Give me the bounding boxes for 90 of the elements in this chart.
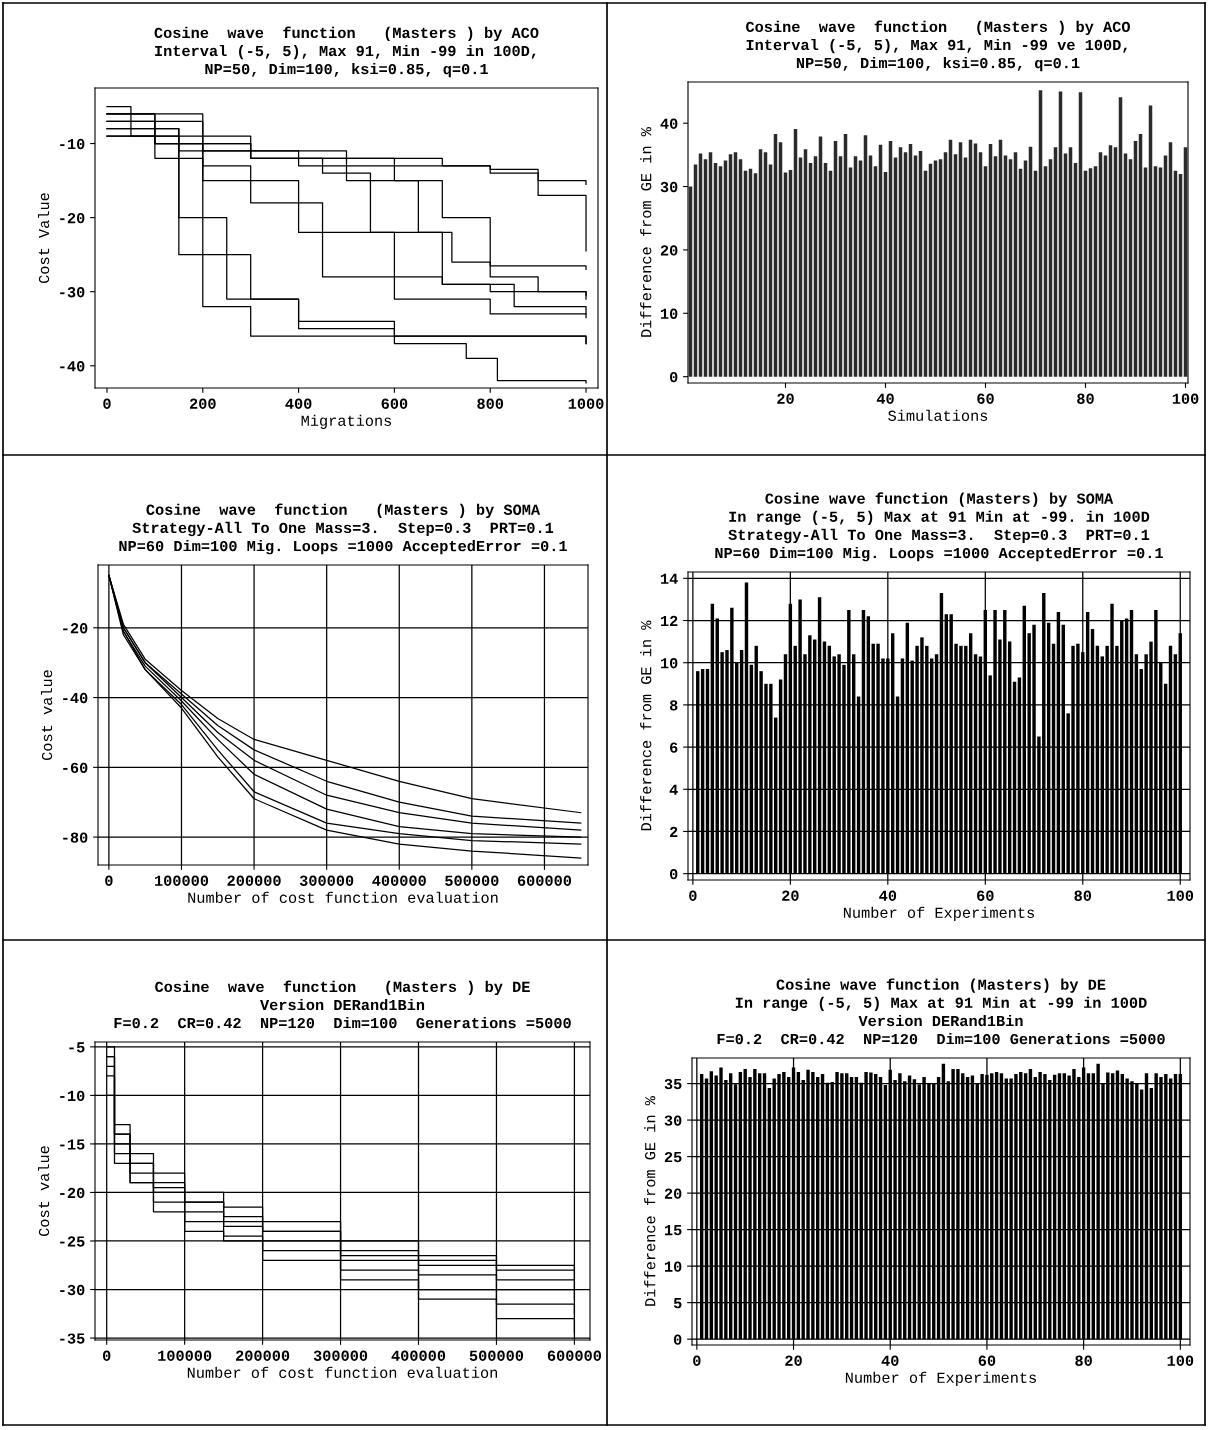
y-tick-label: 30 <box>664 1115 682 1126</box>
x-tick-label: 60 <box>978 1355 996 1366</box>
x-tick-label: 100000 <box>158 1350 212 1361</box>
x-tick-label: 100 <box>1167 890 1194 901</box>
x-tick-label: 40 <box>881 1355 899 1366</box>
y-axis-title: Difference from GE in % <box>640 620 652 831</box>
x-tick-label: 1000 <box>568 398 604 409</box>
y-tick-label: 35 <box>664 1078 682 1090</box>
y-tick-label: 12 <box>660 615 678 627</box>
x-tick-label: 0 <box>102 1350 111 1361</box>
y-tick-label: -40 <box>63 692 88 704</box>
y-tick-label: -15 <box>60 1139 85 1150</box>
x-tick-label: 600 <box>381 398 408 409</box>
x-axis-title: Simulations <box>888 409 988 421</box>
y-tick-label: 15 <box>664 1225 682 1236</box>
x-tick-label: 500000 <box>445 875 499 886</box>
x-tick-label: 300000 <box>299 875 354 886</box>
y-axis-title: Difference from GE in % <box>644 1096 656 1306</box>
y-tick-label: -5 <box>69 1042 85 1053</box>
y-axis-title: Difference from GE in % <box>640 127 652 337</box>
y-tick-label: 4 <box>669 784 678 795</box>
y-tick-label: -25 <box>60 1236 85 1247</box>
x-tick-label: 20 <box>782 890 799 901</box>
y-tick-label: -20 <box>60 1187 85 1199</box>
y-tick-label: -60 <box>63 762 88 774</box>
chart-title: Cosine wave function (Masters ) by SOMA Strategy-All To One Mass=3. Step=0.3 PRT=0.1 NP=60 Dim=100 Mig. Loops =1000 AcceptedError =0.1 <box>119 503 567 555</box>
y-tick-label: -80 <box>63 832 88 843</box>
y-tick-label: 0 <box>669 371 678 383</box>
x-tick-label: 200000 <box>236 1350 290 1361</box>
x-tick-label: 80 <box>1075 1355 1092 1366</box>
y-tick-label: -35 <box>60 1333 85 1344</box>
x-tick-label: 20 <box>777 393 794 404</box>
x-tick-label: 100 <box>1167 1355 1194 1366</box>
x-tick-label: 20 <box>785 1355 802 1366</box>
y-tick-label: 10 <box>660 308 678 319</box>
chart-title: Cosine wave function (Masters) by DE In range (-5, 5) Max at 91 Min at -99 in 100D Version DERand1Bin F=0.2 CR=0.42 NP=120 Dim=100 Generations =5000 <box>717 978 1165 1045</box>
x-tick-label: 200 <box>189 398 216 409</box>
y-axis-title: Cost value <box>40 670 53 760</box>
x-tick-label: 800 <box>477 398 504 409</box>
x-tick-label: 600000 <box>517 875 572 886</box>
y-tick-label: 20 <box>660 245 678 256</box>
y-tick-label: -10 <box>60 138 85 150</box>
x-tick-label: 0 <box>693 1355 701 1366</box>
x-tick-label: 200000 <box>227 875 281 886</box>
y-axis-title: Cost Value <box>37 193 50 283</box>
y-tick-label: 10 <box>660 658 678 669</box>
x-tick-label: 100 <box>1172 393 1199 404</box>
y-tick-label: 40 <box>660 118 678 129</box>
y-tick-label: 14 <box>660 573 678 584</box>
y-tick-label: -20 <box>60 212 85 224</box>
x-axis-title: Number of cost function evaluation <box>187 1366 497 1378</box>
x-tick-label: 500000 <box>469 1350 524 1361</box>
x-tick-label: 60 <box>977 890 994 901</box>
x-tick-label: 400000 <box>372 875 426 886</box>
x-tick-label: 60 <box>977 393 994 404</box>
chart-title: Cosine wave function (Masters ) by DE Version DERand1Bin F=0.2 CR=0.42 NP=120 Dim=100 Generations =5000 <box>114 980 571 1029</box>
y-tick-label: -30 <box>60 287 85 298</box>
y-tick-label: 30 <box>660 181 678 193</box>
x-tick-label: 0 <box>689 890 697 901</box>
y-tick-label: -20 <box>63 623 88 634</box>
y-tick-label: -40 <box>60 361 85 372</box>
y-tick-label: 6 <box>670 742 678 753</box>
chart-title: Cosine wave function (Masters) by SOMA In range (-5, 5) Max at 91 Min at -99. in 100D Strategy-All To One Mass=3. Step=0.3 PRT=0.1 NP=60 Dim=100 Mig. Loops =1000 AcceptedError =0.1 <box>715 492 1163 562</box>
x-tick-label: 40 <box>876 393 894 404</box>
y-tick-label: 25 <box>664 1151 682 1163</box>
y-tick-label: 0 <box>673 1334 682 1345</box>
y-tick-label: 20 <box>664 1188 682 1199</box>
x-axis-title: Number of Experiments <box>843 906 1034 921</box>
x-tick-label: 600000 <box>547 1350 602 1361</box>
x-tick-label: 400 <box>285 398 312 409</box>
chart-title: Cosine wave function (Masters ) by ACO Interval (-5, 5), Max 91, Min -99 ve 100D, NP=50, Dim=100, ksi=0.85, q=0.1 <box>746 20 1130 72</box>
x-tick-label: 0 <box>105 875 113 886</box>
x-tick-label: 80 <box>1074 890 1092 901</box>
y-tick-label: 5 <box>673 1298 682 1309</box>
x-axis-title: Number of cost function evaluation <box>188 891 498 903</box>
x-tick-label: 40 <box>879 890 897 901</box>
y-tick-label: -30 <box>60 1284 85 1296</box>
x-axis-title: Number of Experiments <box>845 1371 1036 1386</box>
x-tick-label: 400000 <box>391 1350 446 1361</box>
x-tick-label: 0 <box>103 398 111 409</box>
y-tick-label: 8 <box>669 700 678 711</box>
y-tick-label: 2 <box>670 826 678 838</box>
y-tick-label: -10 <box>60 1090 85 1102</box>
x-tick-label: 80 <box>1077 393 1094 404</box>
y-axis-title: Cost value <box>37 1146 50 1236</box>
chart-title: Cosine wave function (Masters ) by ACO Interval (-5, 5), Max 91, Min -99 in 100D, NP=50, Dim=100, ksi=0.85, q=0.1 <box>154 26 539 78</box>
y-tick-label: 10 <box>664 1261 682 1272</box>
x-tick-label: 300000 <box>313 1350 368 1361</box>
x-axis-title: Migrations <box>301 414 392 429</box>
x-tick-label: 100000 <box>155 875 209 886</box>
